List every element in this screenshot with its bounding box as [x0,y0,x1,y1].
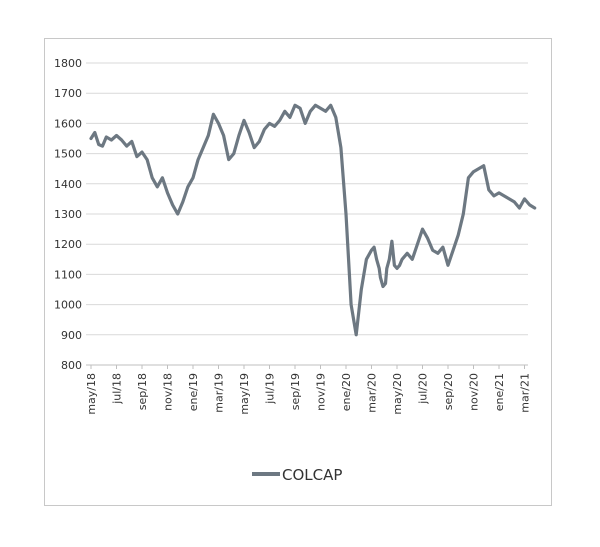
chart-frame [44,38,552,506]
x-tick-label: may/19 [238,373,251,415]
x-tick-label: sep/20 [442,373,455,410]
y-tick-label: 1400 [54,178,82,191]
y-tick-label: 1000 [54,299,82,312]
y-tick-label: 1800 [54,57,82,70]
x-tick-label: nov/19 [315,373,328,411]
y-tick-label: 800 [61,359,82,372]
y-axis-ticks: 800 900 1000 1100 1200 1300 1400 1500 1600 1700 18… [54,57,82,372]
x-tick-label: sep/19 [289,373,302,410]
x-tick-label: sep/18 [136,373,149,410]
y-tick-label: 1500 [54,148,82,161]
legend: COLCAP [252,466,342,484]
x-tick-label: jul/18 [111,373,124,405]
y-tick-label: 1200 [54,238,82,251]
colcap-series-line [89,103,537,337]
x-tick-label: mar/19 [213,373,226,413]
x-tick-label: may/20 [391,373,404,415]
x-tick-label: nov/20 [468,373,481,411]
legend-label: COLCAP [282,466,342,484]
x-tick-label: ene/19 [187,373,200,411]
x-tick-label: may/18 [85,373,98,415]
x-tick-label: ene/20 [340,373,353,411]
y-tick-label: 1300 [54,208,82,221]
y-tick-label: 900 [61,329,82,342]
y-tick-label: 1100 [54,268,82,281]
x-tick-label: mar/20 [366,373,379,413]
x-tick-label: jul/20 [417,373,430,405]
x-tick-label: nov/18 [162,373,175,411]
x-axis-ticks: may/18 jul/18 sep/18 nov/18 ene/19 mar/19 may/… [85,365,532,415]
y-tick-label: 1600 [54,117,82,130]
y-tick-label: 1700 [54,87,82,100]
x-tick-label: jul/19 [264,373,277,405]
x-tick-label: mar/21 [519,373,532,413]
x-tick-label: ene/21 [493,373,506,411]
